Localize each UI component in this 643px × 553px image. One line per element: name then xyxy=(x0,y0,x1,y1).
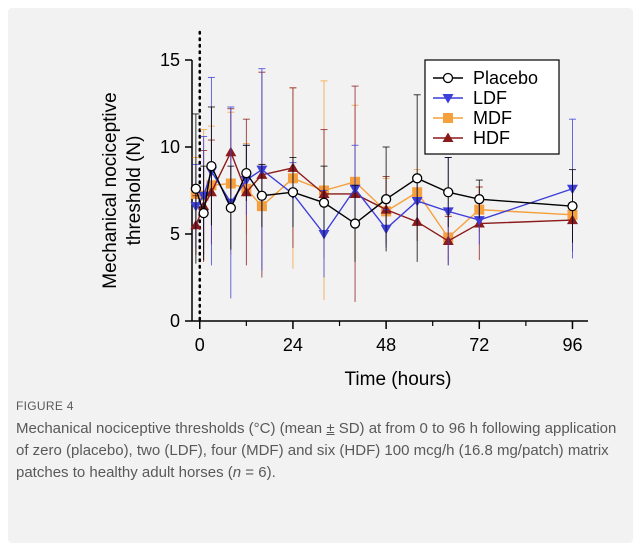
y-tick-label: 0 xyxy=(170,311,180,331)
y-axis-label-line: threshold (N) xyxy=(124,136,145,246)
x-tick-label: 96 xyxy=(562,335,582,355)
legend-hdf-marker xyxy=(442,132,454,142)
legend-ldf-marker xyxy=(442,94,454,104)
y-tick-label: 15 xyxy=(160,50,180,70)
placebo-point xyxy=(190,183,202,194)
caption-text-3: = 6). xyxy=(241,464,276,481)
x-axis-label: Time (hours) xyxy=(345,369,452,390)
y-axis-label: Mechanical nociceptive threshold (N) xyxy=(100,92,145,288)
placebo-point xyxy=(318,197,330,208)
hdf-line xyxy=(195,150,573,242)
chart: 0 5 10 15 0 24 48 72 96 Time (hours) Mechanical no… xyxy=(100,30,588,390)
caption-text-1: Mechanical nociceptive thresholds (°C) (… xyxy=(16,420,327,437)
placebo-point xyxy=(241,167,252,179)
legend-hdf-label: HDF xyxy=(473,128,510,148)
x-tick-label: 24 xyxy=(283,335,303,355)
legend-placebo-label: Placebo xyxy=(473,68,538,88)
x-tick-label: 0 xyxy=(195,335,205,355)
ldf-point xyxy=(473,216,485,226)
placebo-point xyxy=(474,194,485,205)
placebo-point xyxy=(443,187,454,198)
y-tick-label: 5 xyxy=(170,224,180,244)
y-axis-label-line: Mechanical nociceptive xyxy=(100,92,121,288)
placebo-point xyxy=(567,201,578,212)
placebo-point xyxy=(256,190,268,201)
x-tick-label: 72 xyxy=(469,335,489,355)
caption-n: n xyxy=(232,464,242,481)
placebo-point xyxy=(412,173,423,184)
placebo-line xyxy=(195,163,573,225)
placebo-point xyxy=(287,187,299,198)
legend-placebo-marker xyxy=(442,72,454,84)
legend-mdf-label: MDF xyxy=(473,108,512,128)
figure-panel: 0 5 10 15 0 24 48 72 96 Time (hours) Mechanical no… xyxy=(8,8,633,543)
y-tick-label: 10 xyxy=(160,137,180,157)
placebo-point xyxy=(225,202,236,214)
ldf-line xyxy=(195,168,573,236)
caption-text-2: SD) at from 0 to 96 h following applicat… xyxy=(16,420,617,481)
caption-plusminus: ± xyxy=(326,420,335,437)
figure-caption: Mechanical nociceptive thresholds (°C) (… xyxy=(16,418,621,484)
legend-mdf-marker xyxy=(443,113,453,123)
figure-label: FIGURE 4 xyxy=(16,399,74,413)
placebo-point xyxy=(349,218,361,229)
x-tick-label: 48 xyxy=(376,335,396,355)
placebo-point xyxy=(380,194,392,205)
placebo-point xyxy=(206,160,217,172)
legend-ldf-label: LDF xyxy=(473,88,507,108)
placebo-point xyxy=(198,207,209,219)
